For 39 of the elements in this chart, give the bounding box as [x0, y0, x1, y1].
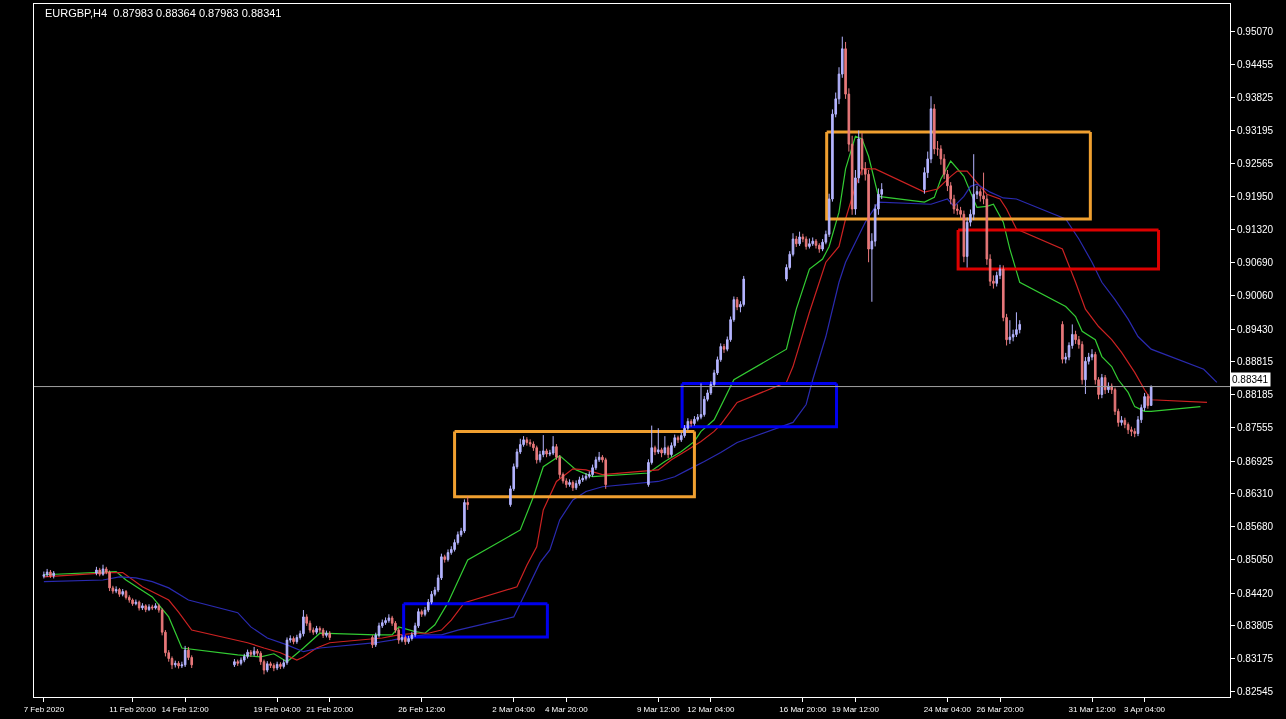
y-tick-label: 0.85050	[1237, 554, 1274, 566]
y-tick-label: 0.91950	[1237, 190, 1274, 202]
y-tick-label: 0.90060	[1237, 290, 1274, 302]
y-tick-label: 0.88185	[1237, 389, 1274, 401]
x-tick-label: 26 Mar 20:00	[976, 704, 1025, 714]
x-tick-label: 14 Feb 12:00	[161, 704, 210, 714]
y-tick-label: 0.85680	[1237, 521, 1274, 533]
y-tick-label: 0.86310	[1237, 488, 1274, 500]
x-tick-label: 21 Feb 20:00	[306, 704, 354, 714]
y-tick-label: 0.90690	[1237, 257, 1274, 269]
x-tick-label: 9 Mar 12:00	[636, 704, 681, 714]
x-tick-label: 7 Feb 2020	[23, 704, 65, 714]
y-tick-label: 0.84420	[1237, 587, 1274, 599]
y-tick-label: 0.94455	[1237, 58, 1274, 70]
x-tick-label: 19 Feb 04:00	[253, 704, 302, 714]
x-tick-label: 4 Mar 20:00	[544, 704, 589, 714]
y-tick-label: 0.95070	[1237, 26, 1274, 38]
x-tick-label: 16 Mar 20:00	[779, 704, 827, 714]
y-tick-label: 0.92565	[1237, 158, 1274, 170]
y-tick-label: 0.83175	[1237, 653, 1274, 665]
y-tick-label: 0.89430	[1237, 323, 1274, 335]
x-tick-label: 19 Mar 12:00	[831, 704, 880, 714]
x-tick-label: 26 Feb 12:00	[398, 704, 446, 714]
y-tick-label: 0.82545	[1237, 686, 1274, 698]
x-tick-label: 12 Mar 04:00	[687, 704, 735, 714]
y-tick-label: 0.91320	[1237, 224, 1274, 236]
y-tick-label: 0.87555	[1237, 422, 1274, 434]
ref-line-label: 0.88341	[1232, 374, 1269, 385]
chart-title: EURGBP,H4 0.87983 0.88364 0.87983 0.88341	[45, 6, 282, 19]
x-tick-label: 2 Mar 04:00	[492, 704, 536, 714]
y-tick-label: 0.83805	[1237, 620, 1274, 632]
x-tick-label: 3 Apr 04:00	[1124, 704, 1166, 714]
x-tick-label: 31 Mar 12:00	[1068, 704, 1117, 714]
x-tick-label: 24 Mar 04:00	[923, 704, 972, 714]
y-tick-label: 0.88815	[1237, 356, 1274, 368]
x-tick-label: 11 Feb 20:00	[109, 704, 157, 714]
y-tick-label: 0.93825	[1237, 92, 1274, 104]
y-tick-label: 0.86925	[1237, 455, 1274, 467]
y-tick-label: 0.93195	[1237, 125, 1274, 137]
